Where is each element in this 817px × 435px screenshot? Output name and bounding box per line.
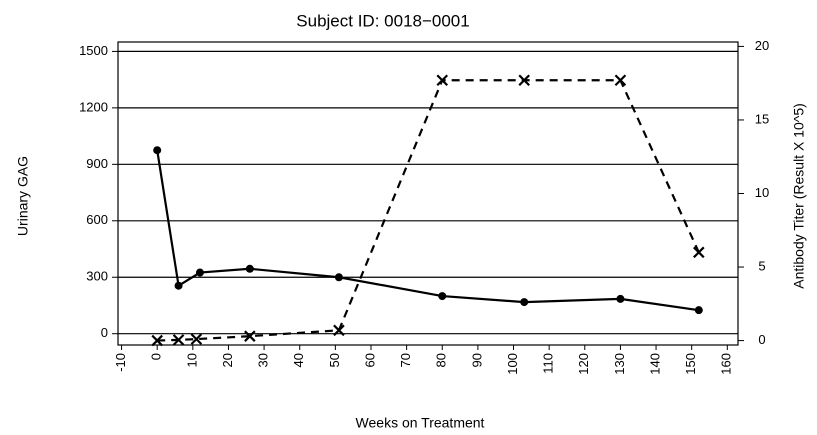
x-tick-label: 150 bbox=[683, 353, 698, 375]
marker bbox=[334, 273, 343, 282]
x-tick-label: 100 bbox=[505, 353, 520, 375]
y-tick-label: 0 bbox=[101, 325, 108, 340]
marker bbox=[153, 146, 162, 155]
marker bbox=[438, 292, 447, 301]
y-axis-title: Urinary GAG bbox=[15, 156, 31, 236]
x-tick-label: 70 bbox=[398, 353, 413, 367]
series-line bbox=[156, 150, 699, 312]
x-tick-label: 30 bbox=[256, 353, 271, 367]
y2-tick-label: 5 bbox=[758, 258, 765, 273]
x-axis-title: Weeks on Treatment bbox=[356, 415, 485, 431]
marker bbox=[436, 74, 449, 87]
marker bbox=[518, 74, 530, 87]
chart-title: Subject ID: 0018−0001 bbox=[296, 11, 469, 30]
marker bbox=[190, 333, 203, 345]
marker bbox=[694, 306, 703, 315]
x-tick-label: 120 bbox=[576, 353, 591, 375]
x-tick-label: 130 bbox=[612, 353, 627, 375]
x-tick-label: 110 bbox=[541, 353, 556, 374]
marker bbox=[195, 268, 204, 277]
y2-axis-title: Antibody Titer (Result X 10^5) bbox=[791, 103, 807, 289]
x-tick-label: 80 bbox=[434, 353, 449, 367]
x-tick-label: 60 bbox=[362, 353, 377, 367]
marker bbox=[151, 334, 163, 347]
x-tick-label: 160 bbox=[719, 353, 734, 375]
y2-tick-label: 15 bbox=[755, 111, 769, 126]
marker bbox=[614, 74, 627, 87]
marker bbox=[244, 330, 256, 342]
x-tick-label: 40 bbox=[291, 353, 306, 367]
x-tick-label: 140 bbox=[647, 353, 662, 375]
x-tick-label: 50 bbox=[327, 353, 342, 367]
marker bbox=[174, 281, 183, 290]
y-tick-label: 1500 bbox=[79, 43, 108, 58]
marker bbox=[172, 334, 185, 346]
marker bbox=[693, 246, 705, 259]
marker bbox=[245, 264, 254, 273]
y-tick-label: 300 bbox=[86, 269, 108, 284]
x-tick-label: 90 bbox=[469, 353, 484, 367]
plot-frame bbox=[117, 41, 739, 346]
marker bbox=[520, 298, 529, 307]
y-tick-label: 1200 bbox=[79, 99, 108, 114]
y2-tick-label: 20 bbox=[755, 38, 769, 53]
x-tick-label: -10 bbox=[113, 353, 128, 372]
y-tick-label: 900 bbox=[86, 156, 108, 171]
marker bbox=[616, 294, 625, 303]
y-tick-label: 600 bbox=[86, 212, 108, 227]
y2-tick-label: 10 bbox=[755, 185, 769, 200]
y2-tick-label: 0 bbox=[758, 332, 765, 347]
marker bbox=[333, 324, 345, 337]
x-tick-label: 10 bbox=[184, 353, 199, 367]
x-tick-label: 0 bbox=[149, 353, 164, 360]
x-tick-label: 20 bbox=[220, 353, 235, 367]
